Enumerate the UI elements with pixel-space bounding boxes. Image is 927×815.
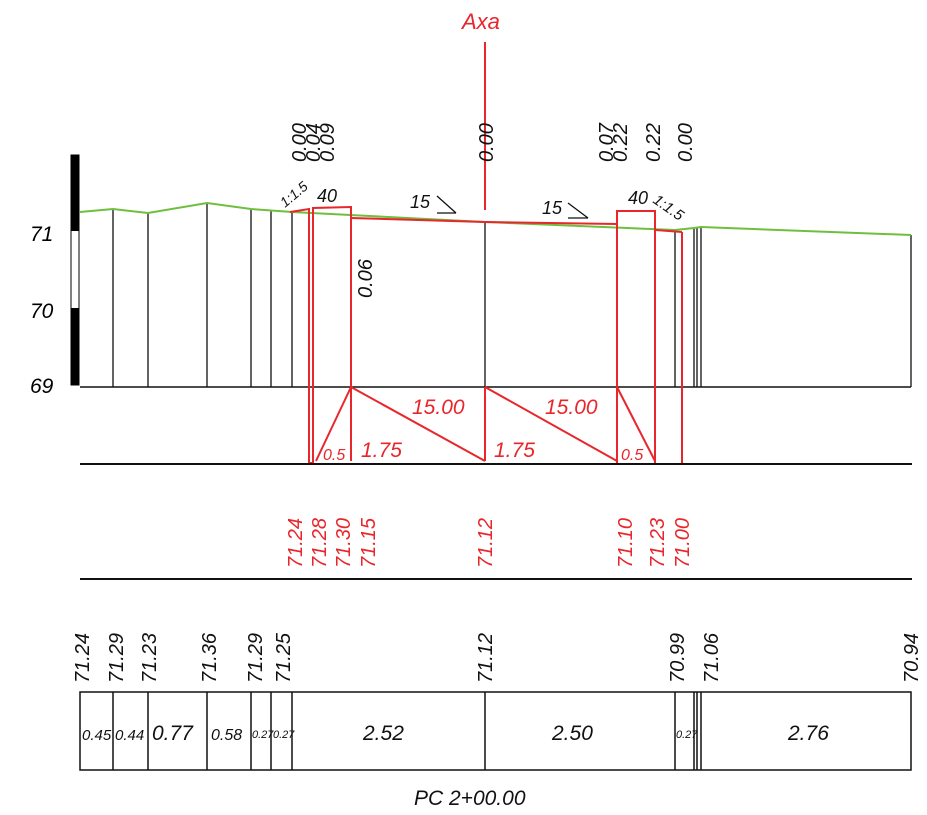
elevation-label-69: 69 <box>30 375 54 398</box>
distance-label: 0.44 <box>115 727 144 744</box>
distance-label: 0.58 <box>211 727 242 744</box>
distance-label: 2.50 <box>551 722 593 745</box>
distance-label: 0.27 <box>273 729 295 741</box>
elevation-label-71: 71 <box>30 223 53 246</box>
offset-label: 0.00 <box>289 123 311 162</box>
ground-elevation-labels: 71.24 71.29 71.23 71.36 71.29 71.25 71.1… <box>72 632 923 683</box>
width-right-half: 1.75 <box>494 439 535 462</box>
slope-labels: 1:1.5 40 15 15 40 1:1.5 <box>277 178 688 225</box>
axis-label: Axa <box>460 9 500 34</box>
design-elevation: 71.12 <box>475 518 497 568</box>
offset-label: 0.04 <box>303 123 325 162</box>
ground-elevation: 71.06 <box>701 632 723 683</box>
ground-elevation: 71.29 <box>245 633 267 683</box>
distance-label: 2.76 <box>787 722 829 745</box>
ground-elevation: 70.99 <box>667 633 689 683</box>
slope-label-right-shoulder: 40 <box>628 188 648 208</box>
station-label: PC 2+00.00 <box>414 787 526 810</box>
width-right-lane: 15.00 <box>545 396 598 419</box>
width-right-shoulder: 0.5 <box>621 447 643 464</box>
offset-label: 0.00 <box>675 123 697 162</box>
ground-elevation: 71.23 <box>139 633 161 683</box>
offset-label: 0.07 <box>596 122 618 162</box>
design-elevation: 71.10 <box>615 518 637 568</box>
distance-label: 0.27 <box>676 729 698 741</box>
distance-label: 0.27 <box>252 729 274 741</box>
design-elevation: 71.24 <box>285 518 307 568</box>
ground-elevation: 71.25 <box>273 632 295 683</box>
design-elevation: 71.15 <box>358 517 380 568</box>
slope-label-left-lane: 15 <box>410 192 431 212</box>
offset-label: 0.22 <box>610 123 632 162</box>
distance-label: 2.52 <box>362 722 404 745</box>
slope-arrow-left <box>436 195 457 214</box>
elevation-label-70: 70 <box>30 300 54 323</box>
ground-line <box>79 201 912 236</box>
design-elevation: 71.23 <box>647 518 669 568</box>
ground-station-lines <box>112 203 912 387</box>
design-elevation: 71.30 <box>333 518 355 568</box>
width-left-shoulder: 0.5 <box>323 447 345 464</box>
slope-label-left-shoulder: 40 <box>317 186 337 206</box>
elevation-scale-bar <box>70 154 80 386</box>
design-template <box>289 205 683 464</box>
ground-elevation: 70.94 <box>901 633 923 683</box>
distance-label: 0.45 <box>82 727 112 744</box>
design-elevation-labels: 71.24 71.28 71.30 71.15 71.12 71.10 71.2… <box>285 517 694 568</box>
design-elevation: 71.00 <box>672 518 694 568</box>
distance-label: 0.77 <box>152 722 194 745</box>
design-elevation: 71.28 <box>309 518 331 568</box>
depth-label: 0.06 <box>355 258 377 298</box>
slope-label-right-lane: 15 <box>542 198 563 218</box>
distance-band <box>79 691 912 771</box>
ground-elevation: 71.36 <box>199 632 221 683</box>
ground-elevation: 71.29 <box>106 633 128 683</box>
template-width-labels: 15.00 15.00 0.5 1.75 1.75 0.5 <box>323 396 643 464</box>
width-left-lane: 15.00 <box>412 396 465 419</box>
offset-label: 0.22 <box>643 123 665 162</box>
distance-labels: 0.45 0.44 0.77 0.58 0.27 0.27 2.52 2.50 … <box>82 722 829 745</box>
ground-elevation: 71.12 <box>475 633 497 683</box>
width-left-half: 1.75 <box>361 439 402 462</box>
top-offset-labels: 0.00 0.04 0.09 0.00 0.07 0.22 0.22 0.00 <box>289 122 697 162</box>
slope-label-left-ditch: 1:1.5 <box>277 178 311 210</box>
offset-label: 0.09 <box>317 123 339 162</box>
ground-elevation: 71.24 <box>72 633 94 683</box>
slope-arrow-right <box>567 202 589 219</box>
offset-label: 0.00 <box>476 123 498 162</box>
